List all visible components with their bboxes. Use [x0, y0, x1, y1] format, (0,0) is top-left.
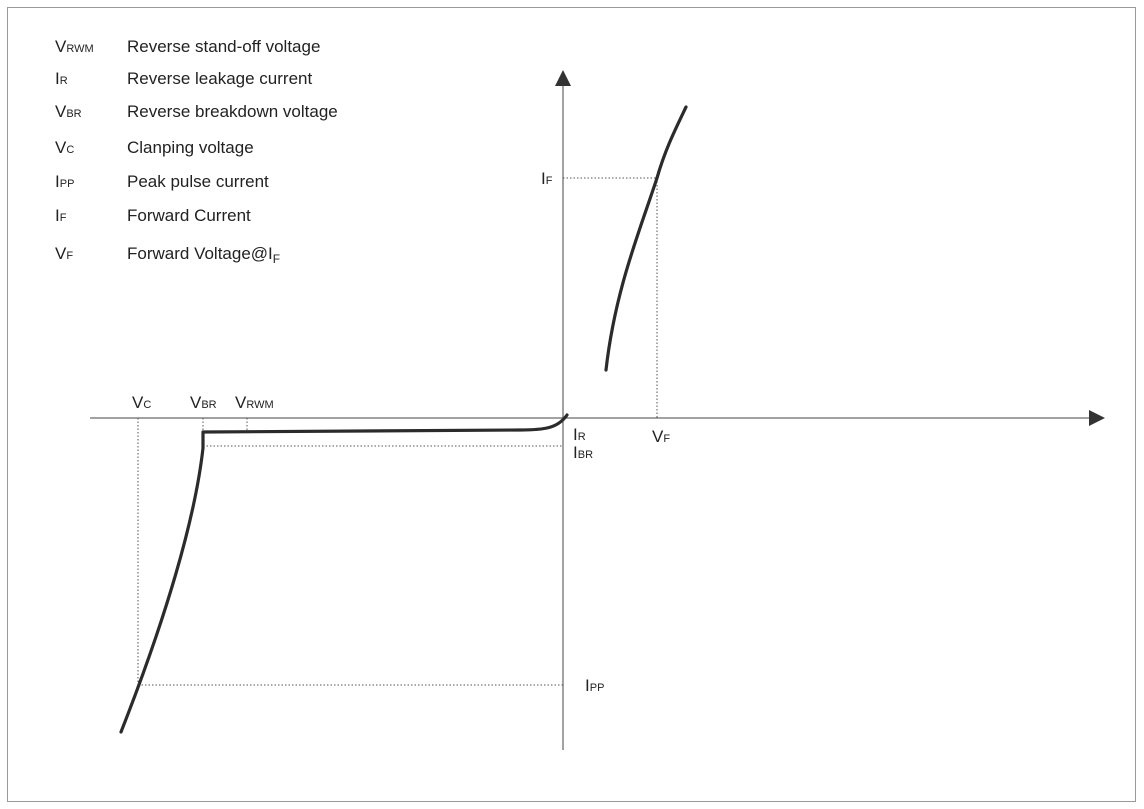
legend-description: Reverse breakdown voltage: [127, 102, 338, 121]
label-vc: VC: [132, 393, 151, 412]
legend-description: Reverse leakage current: [127, 69, 312, 88]
legend-symbol: IPP: [55, 172, 74, 191]
curves: [119, 105, 688, 734]
legend-description: Clanping voltage: [127, 138, 254, 157]
y-axis-arrow-icon: [555, 70, 571, 86]
label-vf: VF: [652, 427, 670, 446]
legend-row-vrwm: VRWM Reverse stand-off voltage: [55, 37, 320, 56]
legend-row-ir: IR Reverse leakage current: [55, 69, 312, 88]
axis-annotations: VC VBR VRWM IR IBR VF IF IPP: [132, 169, 670, 695]
label-ipp: IPP: [585, 676, 604, 695]
legend-symbol: VF: [55, 244, 73, 263]
label-vbr: VBR: [190, 393, 217, 412]
legend-symbol: VRWM: [55, 37, 94, 56]
legend: VRWM Reverse stand-off voltage IR Revers…: [55, 37, 338, 266]
legend-description: Forward Voltage@IF: [127, 244, 280, 266]
label-vrwm: VRWM: [235, 393, 274, 412]
legend-row-if: IF Forward Current: [55, 206, 251, 225]
legend-row-vbr: VBR Reverse breakdown voltage: [55, 102, 338, 121]
legend-symbol: VC: [55, 138, 74, 157]
diagram-frame: [7, 7, 1136, 802]
label-if: IF: [541, 169, 553, 188]
reverse-characteristic-curve: [119, 413, 569, 734]
legend-row-vc: VC Clanping voltage: [55, 138, 254, 157]
legend-symbol: VBR: [55, 102, 82, 121]
label-ibr: IBR: [573, 443, 593, 462]
legend-description: Peak pulse current: [127, 172, 269, 191]
axes: [90, 70, 1105, 750]
guide-lines: [137, 177, 658, 686]
legend-row-ipp: IPP Peak pulse current: [55, 172, 269, 191]
forward-characteristic-curve: [604, 105, 688, 372]
legend-row-vf: VF Forward Voltage@IF: [55, 244, 280, 266]
legend-symbol: IR: [55, 69, 68, 88]
legend-description: Forward Current: [127, 206, 251, 225]
legend-symbol: IF: [55, 206, 67, 225]
x-axis-arrow-icon: [1089, 410, 1105, 426]
label-ir: IR: [573, 425, 586, 444]
legend-description: Reverse stand-off voltage: [127, 37, 320, 56]
